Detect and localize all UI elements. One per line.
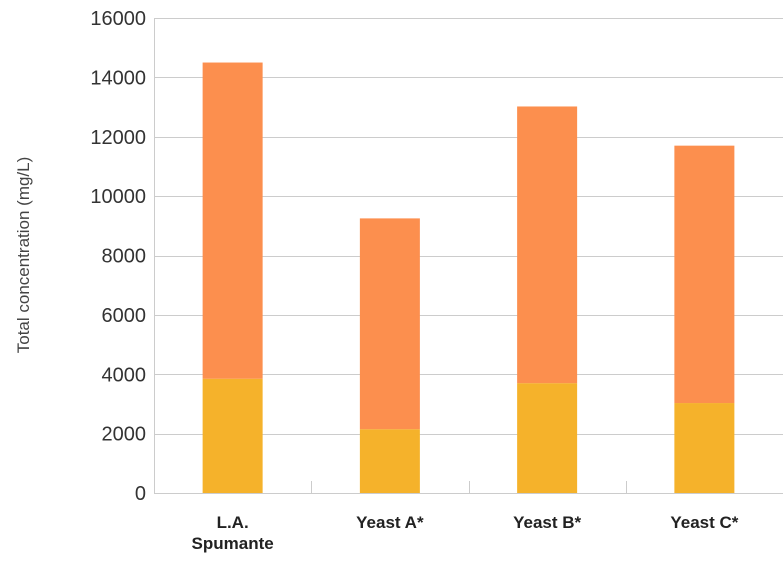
y-tick-label: 2000 xyxy=(102,424,147,446)
bar-segment-lower xyxy=(517,383,578,493)
bars xyxy=(202,62,735,493)
x-category-label: Yeast A* xyxy=(356,513,424,532)
axes xyxy=(154,18,627,493)
y-tick-labels: 0 2000 4000 6000 8000 10000 12000 14000 16000 xyxy=(90,8,146,505)
y-axis-title: Total concentration (mg/L) xyxy=(14,157,33,354)
y-tick-label: 8000 xyxy=(102,246,147,268)
x-category-label: L.A. xyxy=(217,513,249,532)
bar-segment-lower xyxy=(674,403,735,493)
bar-segment-upper xyxy=(674,145,735,404)
x-category-label: Yeast C* xyxy=(670,513,738,532)
y-tick-label: 16000 xyxy=(90,8,146,30)
x-tick-labels: L.A. Spumante Yeast A* Yeast B* Yeast C* xyxy=(192,513,739,553)
y-tick-label: 12000 xyxy=(90,127,146,149)
y-tick-label: 0 xyxy=(135,483,146,505)
y-tick-label: 6000 xyxy=(102,305,147,327)
bar-segment-upper xyxy=(202,62,263,379)
y-tick-label: 10000 xyxy=(90,186,146,208)
bar-segment-upper xyxy=(359,218,420,430)
bar-segment-upper xyxy=(517,106,578,384)
y-tick-label: 14000 xyxy=(90,67,146,89)
bar-segment-lower xyxy=(202,378,263,493)
x-category-label: Spumante xyxy=(192,534,274,553)
x-category-label: Yeast B* xyxy=(513,513,581,532)
bar-segment-lower xyxy=(359,429,420,493)
y-tick-label: 4000 xyxy=(102,364,147,386)
